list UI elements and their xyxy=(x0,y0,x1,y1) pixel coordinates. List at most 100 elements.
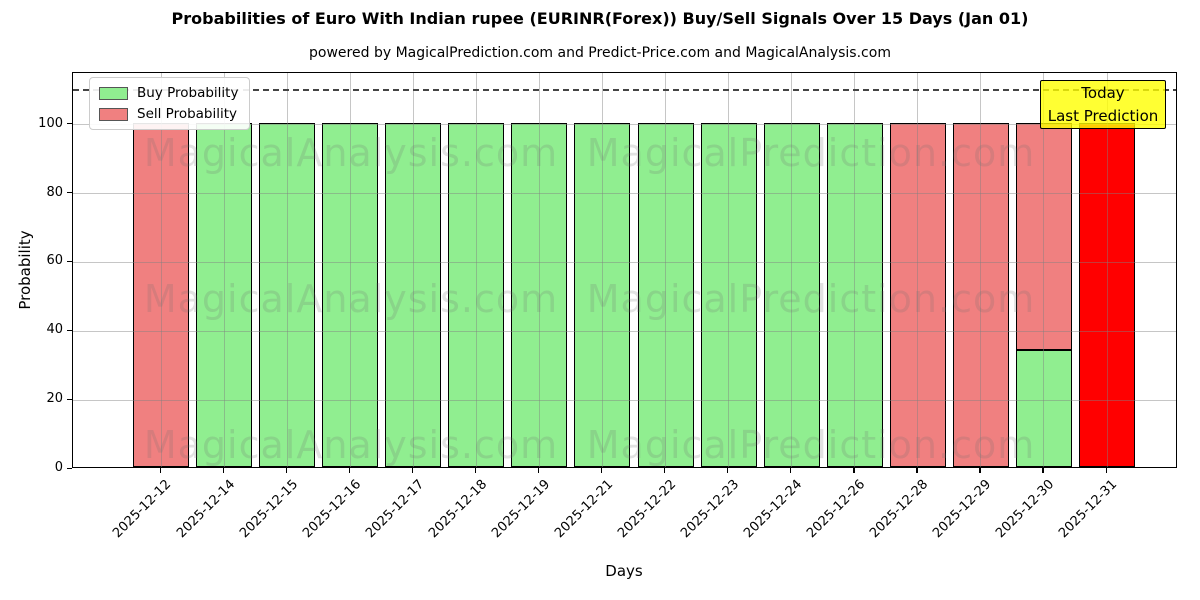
gridline-x xyxy=(601,73,603,467)
y-tick-label: 40 xyxy=(46,322,63,338)
today-annotation-line1: Today xyxy=(1081,84,1125,102)
x-tick-label: 2025-12-14 xyxy=(173,477,238,542)
bar-segment xyxy=(133,122,189,467)
watermark-text: MagicalAnalysis.com xyxy=(143,423,559,467)
y-axis-label: Probability xyxy=(16,230,34,310)
gridline-y xyxy=(73,399,1176,401)
gridline-x xyxy=(665,73,667,467)
x-tick-mark xyxy=(664,468,666,473)
x-tick-mark xyxy=(411,468,414,473)
x-tick-label: 2025-12-21 xyxy=(552,477,617,542)
watermark-text: MagicalAnalysis.com xyxy=(143,131,559,175)
x-tick-label: 2025-12-31 xyxy=(1056,477,1121,542)
x-tick-label: 2025-12-22 xyxy=(615,477,680,542)
x-tick-mark xyxy=(348,468,350,473)
x-tick-mark xyxy=(600,468,603,473)
gridline-x xyxy=(412,73,414,467)
bar-segment xyxy=(448,122,505,467)
chart-subtitle: powered by MagicalPrediction.com and Pre… xyxy=(309,45,891,61)
x-tick-label: 2025-12-18 xyxy=(425,477,490,542)
bar-segment xyxy=(763,122,820,467)
gridline-x xyxy=(475,73,477,467)
gridline-x xyxy=(160,73,162,467)
buy-swatch-icon xyxy=(99,86,128,100)
y-tick-mark xyxy=(67,260,72,263)
gridline-x xyxy=(1043,73,1045,467)
y-tick-mark xyxy=(67,123,72,125)
x-axis-label: Days xyxy=(605,562,643,580)
sell-swatch-icon xyxy=(99,107,128,121)
y-tick-mark xyxy=(67,398,72,400)
bar-segment xyxy=(826,122,883,467)
x-tick-mark xyxy=(1105,468,1107,473)
legend-label-buy: Buy Probability xyxy=(137,85,239,101)
bar-segment xyxy=(700,122,757,467)
gridline-x xyxy=(728,73,730,467)
gridline-x xyxy=(349,73,351,467)
gridline-y xyxy=(73,193,1176,195)
x-tick-label: 2025-12-28 xyxy=(867,477,932,542)
legend: Buy Probability Sell Probability xyxy=(89,77,251,130)
legend-item-buy: Buy Probability xyxy=(99,85,238,101)
y-tick-mark xyxy=(67,329,72,332)
bar-segment xyxy=(952,122,1009,467)
gridline-x xyxy=(791,73,793,467)
chart-title: Probabilities of Euro With Indian rupee … xyxy=(171,9,1029,28)
x-tick-mark xyxy=(790,468,792,473)
x-tick-mark xyxy=(916,468,918,473)
x-tick-mark xyxy=(222,468,224,473)
watermark-text: MagicalAnalysis.com xyxy=(143,277,559,321)
bar-segment xyxy=(259,122,316,467)
legend-item-sell: Sell Probability xyxy=(99,106,238,122)
gridline-y xyxy=(73,330,1176,332)
x-tick-label: 2025-12-24 xyxy=(741,477,806,542)
bar-segment xyxy=(1079,122,1135,467)
watermark-text: MagicalPrediction.com xyxy=(586,277,1036,321)
y-tick-mark xyxy=(67,192,72,194)
x-tick-label: 2025-12-26 xyxy=(804,477,869,542)
bar-segment xyxy=(1015,122,1072,350)
bar-segment xyxy=(385,122,442,467)
x-tick-mark xyxy=(537,468,540,473)
x-tick-label: 2025-12-12 xyxy=(110,477,175,542)
watermark-text: MagicalPrediction.com xyxy=(586,131,1036,175)
x-tick-label: 2025-12-17 xyxy=(362,477,427,542)
gridline-y xyxy=(73,124,1176,126)
y-tick-label: 80 xyxy=(46,184,63,200)
x-tick-mark xyxy=(474,468,477,473)
y-tick-label: 20 xyxy=(46,391,63,407)
watermark-text: MagicalPrediction.com xyxy=(586,423,1036,467)
y-tick-mark xyxy=(67,467,72,469)
gridline-x xyxy=(854,73,856,467)
bar-segment xyxy=(637,122,694,467)
gridline-x xyxy=(286,73,288,467)
x-tick-mark xyxy=(979,468,981,473)
y-tick-label: 100 xyxy=(38,115,63,131)
x-tick-label: 2025-12-15 xyxy=(236,477,301,542)
gridline-x xyxy=(980,73,982,467)
gridline-x xyxy=(1106,73,1108,467)
today-annotation-line2: Last Prediction xyxy=(1047,106,1159,125)
gridline-x xyxy=(223,73,225,467)
gridline-x xyxy=(917,73,919,467)
bar-segment xyxy=(889,122,946,467)
y-tick-label: 60 xyxy=(46,253,63,269)
gridline-x xyxy=(538,73,540,467)
x-tick-label: 2025-12-19 xyxy=(488,477,554,542)
x-tick-mark xyxy=(727,468,729,473)
today-annotation-box: Today Last Prediction xyxy=(1040,80,1166,129)
x-tick-mark xyxy=(1042,468,1044,473)
plot-area: MagicalAnalysis.com MagicalPrediction.com… xyxy=(72,72,1177,468)
x-tick-mark xyxy=(159,468,161,473)
bar-segment xyxy=(574,122,631,467)
bar-segment xyxy=(322,122,379,467)
bar-segment xyxy=(1015,349,1072,467)
x-tick-mark xyxy=(853,468,855,473)
legend-label-sell: Sell Probability xyxy=(137,106,238,122)
x-tick-mark xyxy=(285,468,287,473)
gridline-y xyxy=(73,261,1176,263)
x-tick-label: 2025-12-16 xyxy=(299,477,364,542)
x-tick-label: 2025-12-30 xyxy=(993,477,1058,542)
x-tick-label: 2025-12-29 xyxy=(930,477,995,542)
